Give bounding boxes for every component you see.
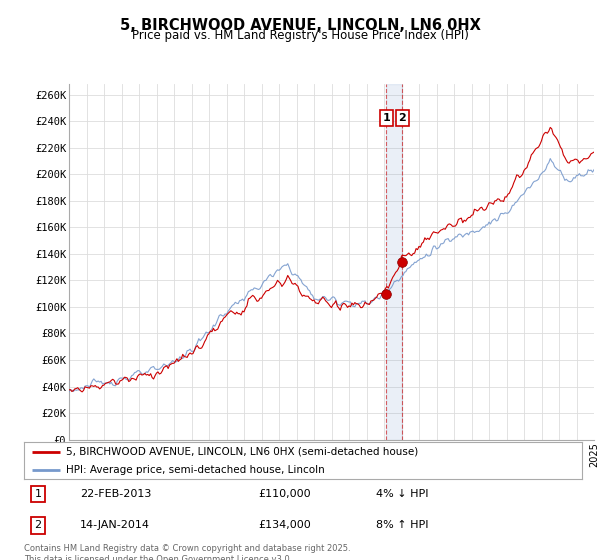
Text: 2: 2 (398, 113, 406, 123)
Text: Price paid vs. HM Land Registry's House Price Index (HPI): Price paid vs. HM Land Registry's House … (131, 29, 469, 42)
Text: Contains HM Land Registry data © Crown copyright and database right 2025.
This d: Contains HM Land Registry data © Crown c… (24, 544, 350, 560)
Bar (386, 84, 402, 440)
Text: 2: 2 (34, 520, 41, 530)
Text: 1: 1 (382, 113, 390, 123)
Text: 22-FEB-2013: 22-FEB-2013 (80, 489, 151, 499)
Text: 4% ↓ HPI: 4% ↓ HPI (376, 489, 428, 499)
Text: 1: 1 (34, 489, 41, 499)
Text: 5, BIRCHWOOD AVENUE, LINCOLN, LN6 0HX (semi-detached house): 5, BIRCHWOOD AVENUE, LINCOLN, LN6 0HX (s… (66, 447, 418, 457)
Text: £134,000: £134,000 (259, 520, 311, 530)
Text: HPI: Average price, semi-detached house, Lincoln: HPI: Average price, semi-detached house,… (66, 465, 325, 475)
Text: 8% ↑ HPI: 8% ↑ HPI (376, 520, 428, 530)
Text: £110,000: £110,000 (259, 489, 311, 499)
Text: 14-JAN-2014: 14-JAN-2014 (80, 520, 150, 530)
Text: 5, BIRCHWOOD AVENUE, LINCOLN, LN6 0HX: 5, BIRCHWOOD AVENUE, LINCOLN, LN6 0HX (119, 18, 481, 33)
